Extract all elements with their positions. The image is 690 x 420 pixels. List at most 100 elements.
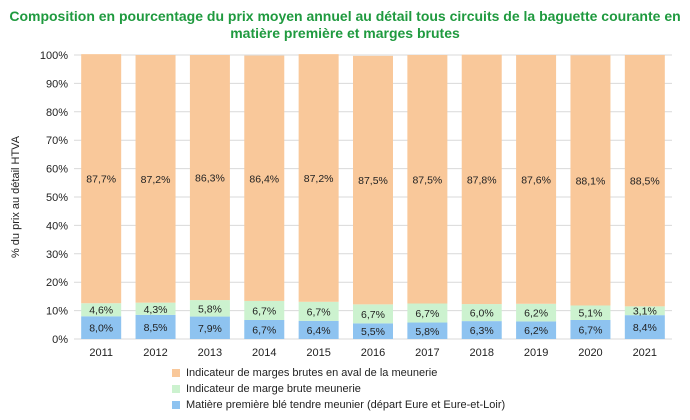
data-label: 8,4% [633,322,657,334]
y-tick-label: 100% [40,50,68,62]
bar-segment [353,55,393,305]
bar-segment [624,315,665,339]
x-axis: 2011 2012 2013 2014 2015 2016 2017 2018 2019 2020… [89,347,657,359]
data-label: 88,1% [576,175,606,187]
data-label: 5,5% [361,326,385,338]
data-label: 86,4% [249,173,279,185]
data-label: 6,7% [252,324,276,336]
bar-segment [461,321,502,339]
bar-segment [624,55,665,307]
bar-segment [298,301,339,321]
data-label: 6,7% [415,308,439,320]
chart-title: Composition en pourcentage du prix moyen… [0,8,690,42]
data-label: 7,9% [198,323,222,335]
data-label: 87,6% [521,174,551,186]
chart-title-line-1: Composition en pourcentage du prix moyen… [9,8,681,24]
y-tick-label: 0% [52,334,68,346]
x-tick-label: 2014 [252,347,276,359]
bar-segment [135,302,176,315]
data-label: 6,0% [470,308,494,320]
data-label: 6,7% [578,324,602,336]
y-tick-label: 40% [46,220,68,232]
bar-segment [353,323,393,339]
data-label: 3,1% [633,306,657,318]
data-label: 4,6% [89,305,113,317]
bar-segment [516,321,557,339]
data-label: 86,3% [195,173,225,185]
bar-segment [570,319,611,339]
legend-swatch [172,369,180,377]
x-tick-label: 2020 [578,347,602,359]
y-tick-label: 60% [46,164,68,176]
bar-segment [407,55,448,304]
bar-segment [461,304,502,322]
x-tick-label: 2015 [306,347,330,359]
bar-segment [624,306,665,316]
x-tick-label: 2011 [89,347,113,359]
bars [81,54,665,339]
y-tick-label: 10% [46,306,68,318]
data-labels: 8,0% 4,6% 87,7% 8,5% 4,3% 87,2% 7,9% 5,8% 86,3% 6… [86,173,659,339]
bar-segment [244,319,285,339]
bar-segment [244,300,285,320]
bar-segment [516,303,557,322]
x-tick-label: 2012 [143,347,167,359]
chart-title-line-2: matière première et marges brutes [230,25,460,41]
y-axis-label: % du prix au détail HTVA [10,135,22,258]
bar-segment [298,54,339,302]
bar-segment [81,316,122,339]
data-label: 87,8% [467,174,497,186]
data-label: 8,5% [144,322,168,334]
data-label: 87,7% [86,174,116,186]
x-tick-label: 2019 [524,347,548,359]
bar-segment [189,55,230,301]
legend-swatch [172,401,180,409]
bar-segment [81,54,122,304]
bar-segment [516,55,557,304]
y-tick-label: 20% [46,277,68,289]
legend-label: Indicateur de marges brutes en aval de l… [186,367,438,379]
x-tick-label: 2016 [361,347,385,359]
bar-segment [407,322,448,339]
x-tick-label: 2021 [633,347,657,359]
data-label: 6,2% [524,308,548,320]
data-label: 5,1% [578,308,602,320]
legend-label: Indicateur de marge brute meunerie [186,383,361,395]
data-label: 6,3% [470,325,494,337]
bar-segment [353,304,393,324]
y-axis: 0% 10% 20% 30% 40% 50% 60% 70% 80% 90% 100% [40,50,68,346]
bar-segment [570,55,611,306]
data-label: 87,2% [141,174,171,186]
y-tick-label: 90% [46,78,68,90]
bar-segment [407,303,448,323]
y-tick-label: 30% [46,249,68,261]
data-label: 4,3% [144,304,168,316]
bar-segment [81,303,122,317]
data-label: 87,5% [358,175,388,187]
data-label: 6,4% [307,325,331,337]
data-label: 6,7% [252,305,276,317]
data-label: 6,2% [524,325,548,337]
bar-segment [298,320,339,339]
bar-segment [135,55,176,303]
data-label: 5,8% [198,303,222,315]
data-label: 6,7% [307,306,331,318]
chart-legend: Indicateur de marges brutes en aval de l… [172,365,505,413]
bar-segment [461,54,502,305]
y-tick-label: 80% [46,107,68,119]
bar-segment [570,305,611,320]
y-tick-label: 50% [46,192,68,204]
bar-segment [189,300,230,317]
data-label: 88,5% [630,176,660,188]
x-tick-label: 2013 [198,347,222,359]
y-tick-label: 70% [46,135,68,147]
data-label: 5,8% [415,326,439,338]
stacked-bar-chart: 8,0% 4,6% 87,7% 8,5% 4,3% 87,2% 7,9% 5,8% 86,3% 6… [10,50,672,359]
data-label: 87,2% [304,173,334,185]
data-label: 8,0% [89,323,113,335]
bar-segment [244,55,285,301]
x-tick-label: 2018 [469,347,493,359]
legend-item: Indicateur de marges brutes en aval de l… [172,365,505,381]
data-label: 6,7% [361,309,385,321]
x-tick-label: 2017 [415,347,439,359]
